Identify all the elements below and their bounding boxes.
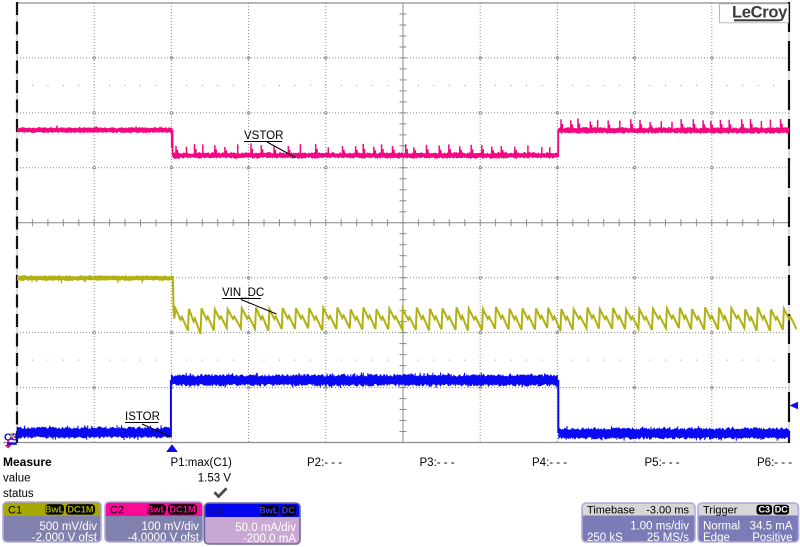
svg-text:Normal: Normal bbox=[703, 521, 740, 533]
svg-text:Edge: Edge bbox=[703, 532, 730, 544]
svg-text:Measure: Measure bbox=[3, 455, 52, 469]
svg-text:DC: DC bbox=[775, 505, 788, 515]
svg-text:C1: C1 bbox=[8, 505, 22, 517]
svg-text:VSTOR: VSTOR bbox=[244, 130, 283, 142]
svg-text:ISTOR: ISTOR bbox=[125, 411, 160, 423]
svg-text:VIN_DC: VIN_DC bbox=[222, 287, 264, 299]
svg-text:value: value bbox=[3, 473, 31, 485]
svg-text:P4:- - -: P4:- - - bbox=[532, 457, 567, 469]
svg-text:C3: C3 bbox=[758, 505, 770, 515]
svg-text:C3: C3 bbox=[210, 506, 224, 518]
svg-text:P2:- - -: P2:- - - bbox=[307, 457, 342, 469]
svg-text:1.53 V: 1.53 V bbox=[198, 473, 232, 485]
svg-text:-3.00 ms: -3.00 ms bbox=[646, 505, 689, 517]
svg-text:DC1M: DC1M bbox=[67, 505, 94, 515]
svg-text:status: status bbox=[3, 488, 34, 500]
svg-text:BwL: BwL bbox=[147, 505, 167, 515]
svg-text:1.00 ms/div: 1.00 ms/div bbox=[630, 521, 689, 533]
svg-text:34.5 mA: 34.5 mA bbox=[750, 521, 793, 533]
svg-text:BwL: BwL bbox=[259, 506, 279, 516]
svg-text:LeCroy: LeCroy bbox=[732, 4, 788, 22]
svg-text:-4.0000 V ofst: -4.0000 V ofst bbox=[127, 532, 199, 544]
svg-text:DC: DC bbox=[282, 506, 296, 516]
svg-text:250 kS: 250 kS bbox=[587, 532, 623, 544]
svg-text:Trigger: Trigger bbox=[703, 505, 738, 517]
svg-text:-2.000 V ofst: -2.000 V ofst bbox=[32, 532, 98, 544]
svg-text:C3: C3 bbox=[4, 431, 18, 443]
svg-text:50.0 mA/div: 50.0 mA/div bbox=[235, 522, 296, 534]
svg-text:P6:- - -: P6:- - - bbox=[757, 457, 792, 469]
svg-text:Timebase: Timebase bbox=[587, 505, 635, 517]
svg-text:DC1M: DC1M bbox=[169, 505, 196, 515]
svg-text:C2: C2 bbox=[110, 505, 124, 517]
svg-text:100 mV/div: 100 mV/div bbox=[141, 521, 199, 533]
svg-text:P3:- - -: P3:- - - bbox=[420, 457, 455, 469]
svg-text:Positive: Positive bbox=[752, 532, 792, 544]
svg-text:-200.0 mA: -200.0 mA bbox=[243, 533, 296, 545]
svg-text:BwL: BwL bbox=[45, 505, 65, 515]
svg-text:P5:- - -: P5:- - - bbox=[645, 457, 680, 469]
svg-text:P1:max(C1): P1:max(C1) bbox=[171, 457, 233, 469]
svg-text:25 MS/s: 25 MS/s bbox=[647, 532, 689, 544]
svg-text:500 mV/div: 500 mV/div bbox=[39, 521, 97, 533]
